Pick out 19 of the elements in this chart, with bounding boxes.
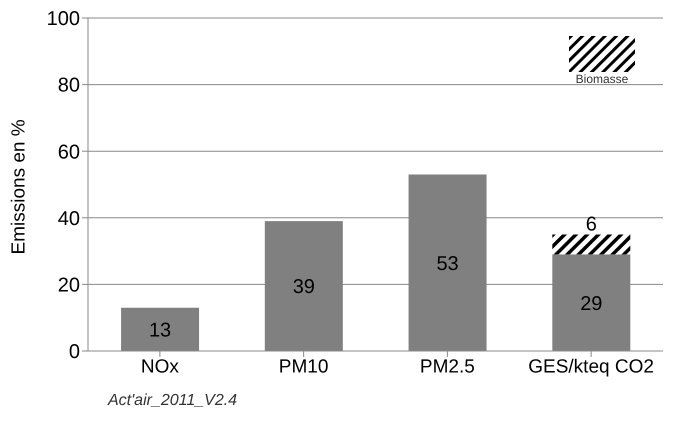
y-tick-label: 80 [58,74,80,97]
x-tick-label: GES/kteq CO2 [528,356,654,378]
text: Biomasse [576,72,628,86]
bar [552,234,630,254]
data-label: 13 [148,319,172,342]
y-tick-label: 40 [58,208,80,230]
x-tick-label: PM10 [278,356,328,378]
x-tick-label: PM2.5 [420,356,475,378]
x-tick-label: NOx [140,356,180,378]
y-tick-label: 20 [58,274,80,296]
data-label: 53 [436,252,459,275]
data-label: 39 [292,276,315,298]
y-tick-label: 100 [46,8,80,30]
text: Act'air_2011_V2.4 [108,392,238,410]
data-label: 29 [580,292,602,315]
data-label: 6 [586,213,597,236]
y-tick-label: 60 [58,141,80,164]
y-axis-title: Emissions en % [8,119,30,254]
y-tick-label: 0 [68,341,80,364]
